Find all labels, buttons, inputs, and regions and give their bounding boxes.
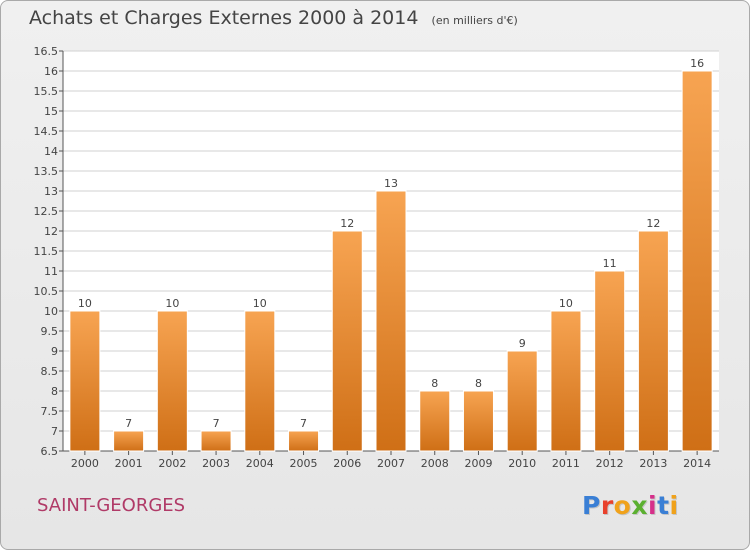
bar-2004 (244, 310, 276, 452)
data-label: 8 (475, 377, 482, 390)
y-tick-label: 10 (44, 305, 58, 318)
bar-2001 (113, 430, 145, 452)
x-tick-label: 2011 (552, 457, 580, 470)
x-tick-label: 2012 (596, 457, 624, 470)
logo-letter: o (613, 491, 632, 520)
x-tick-label: 2004 (246, 457, 274, 470)
chart-subtitle: (en milliers d'€) (431, 14, 518, 27)
data-label: 12 (646, 217, 660, 230)
data-label: 10 (559, 297, 573, 310)
data-label: 13 (384, 177, 398, 190)
data-label: 9 (519, 337, 526, 350)
y-tick-label: 10.5 (34, 285, 59, 298)
data-label: 10 (253, 297, 267, 310)
y-tick-label: 9 (51, 345, 58, 358)
chart-title: Achats et Charges Externes 2000 à 2014 (29, 7, 419, 29)
y-tick-label: 7 (51, 425, 58, 438)
y-tick-label: 13 (44, 185, 58, 198)
y-tick-label: 12.5 (34, 205, 59, 218)
y-tick-label: 16 (44, 65, 58, 78)
x-tick-label: 2010 (508, 457, 536, 470)
bar-2007 (375, 190, 407, 452)
x-tick-label: 2013 (639, 457, 667, 470)
x-tick-label: 2003 (202, 457, 230, 470)
logo-letter: x (631, 491, 648, 520)
bar-2006 (331, 230, 363, 452)
data-label: 12 (340, 217, 354, 230)
x-tick-label: 2008 (421, 457, 449, 470)
y-tick-label: 7.5 (41, 405, 59, 418)
y-tick-label: 6.5 (41, 445, 59, 458)
logo-letter: i (648, 491, 658, 520)
x-tick-label: 2009 (464, 457, 492, 470)
title-block: Achats et Charges Externes 2000 à 2014 (… (29, 7, 518, 29)
y-tick-label: 13.5 (34, 165, 59, 178)
bar-2012 (594, 270, 626, 452)
x-tick-label: 2000 (71, 457, 99, 470)
proxiti-logo: Proxiti (582, 491, 679, 520)
logo-letter: t (657, 491, 670, 520)
bar-2013 (637, 230, 669, 452)
bar-2002 (156, 310, 188, 452)
y-tick-label: 12 (44, 225, 58, 238)
y-tick-label: 9.5 (41, 325, 59, 338)
bar-2011 (550, 310, 582, 452)
bar-2010 (506, 350, 538, 452)
logo-letter: i (669, 491, 679, 520)
bar-2003 (200, 430, 232, 452)
data-label: 11 (603, 257, 617, 270)
data-label: 16 (690, 57, 704, 70)
x-tick-label: 2001 (115, 457, 143, 470)
data-label: 7 (125, 417, 132, 430)
y-tick-label: 14.5 (34, 125, 59, 138)
data-label: 8 (431, 377, 438, 390)
bar-2005 (288, 430, 320, 452)
y-tick-label: 15.5 (34, 85, 59, 98)
x-tick-label: 2007 (377, 457, 405, 470)
data-label: 10 (165, 297, 179, 310)
x-tick-label: 2002 (158, 457, 186, 470)
logo-letter: r (600, 491, 614, 520)
bar-2000 (69, 310, 101, 452)
bar-2008 (419, 390, 451, 452)
x-tick-label: 2014 (683, 457, 711, 470)
data-label: 7 (300, 417, 307, 430)
y-tick-label: 8 (51, 385, 58, 398)
y-tick-label: 14 (44, 145, 58, 158)
data-label: 10 (78, 297, 92, 310)
y-tick-label: 11 (44, 265, 58, 278)
bar-2009 (462, 390, 494, 452)
bar-2014 (681, 70, 713, 452)
y-tick-label: 15 (44, 105, 58, 118)
y-tick-label: 16.5 (34, 45, 59, 58)
x-tick-label: 2005 (290, 457, 318, 470)
city-label: SAINT-GEORGES (37, 495, 186, 516)
data-label: 7 (213, 417, 220, 430)
y-tick-label: 11.5 (34, 245, 59, 258)
x-tick-label: 2006 (333, 457, 361, 470)
logo-letter: P (582, 491, 601, 520)
y-tick-label: 8.5 (41, 365, 59, 378)
